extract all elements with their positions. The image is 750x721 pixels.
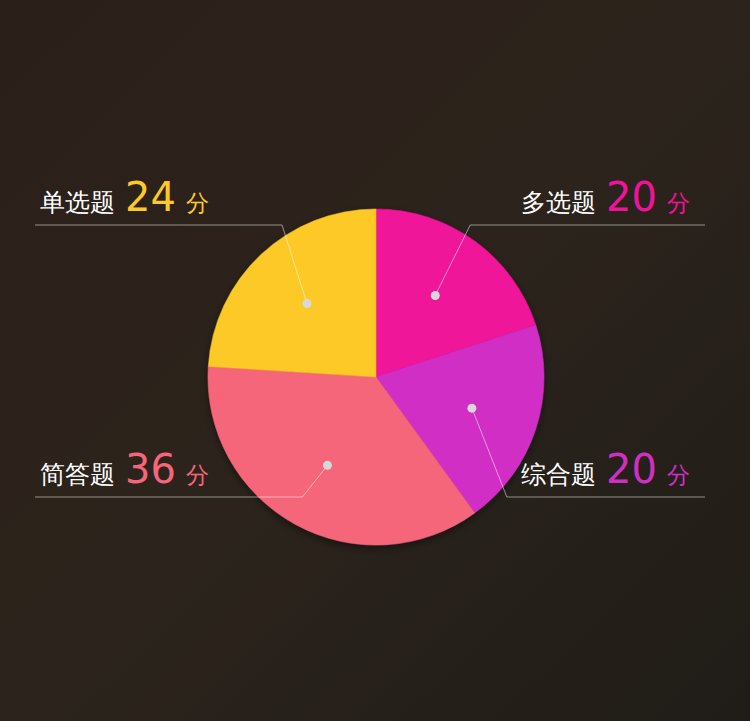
pie-slice [208, 366, 475, 545]
leader-dot [431, 291, 440, 300]
leader-dot [302, 299, 311, 308]
category-label: 多选题 [521, 188, 596, 217]
value-label: 36 [125, 446, 176, 492]
leader-line [35, 225, 307, 304]
slice-label: 单选题 24 分 [40, 174, 209, 220]
leader-dot [467, 404, 476, 413]
value-label: 20 [606, 446, 657, 492]
category-label: 简答题 [40, 460, 115, 489]
value-label: 分 [667, 462, 690, 488]
pie [208, 209, 544, 545]
value-label: 分 [186, 190, 209, 216]
value-label: 分 [667, 190, 690, 216]
leader-line [435, 225, 705, 295]
leader-dot [323, 461, 332, 470]
background [0, 0, 750, 721]
pie-slice [208, 209, 376, 377]
leader-line [472, 408, 705, 497]
slice-label: 多选题 20 分 [521, 174, 690, 220]
labels: 多选题20分综合题20分简答题36分单选题24分 [35, 174, 705, 497]
slice-label: 综合题 20 分 [521, 446, 690, 492]
slice-label: 简答题 36 分 [40, 446, 209, 492]
value-label: 20 [606, 174, 657, 220]
value-label: 24 [125, 174, 176, 220]
category-label: 单选题 [40, 188, 115, 217]
category-label: 综合题 [521, 460, 596, 489]
value-label: 分 [186, 462, 209, 488]
background-dim [0, 0, 750, 721]
chart-root: 多选题20分综合题20分简答题36分单选题24分 [0, 0, 750, 721]
